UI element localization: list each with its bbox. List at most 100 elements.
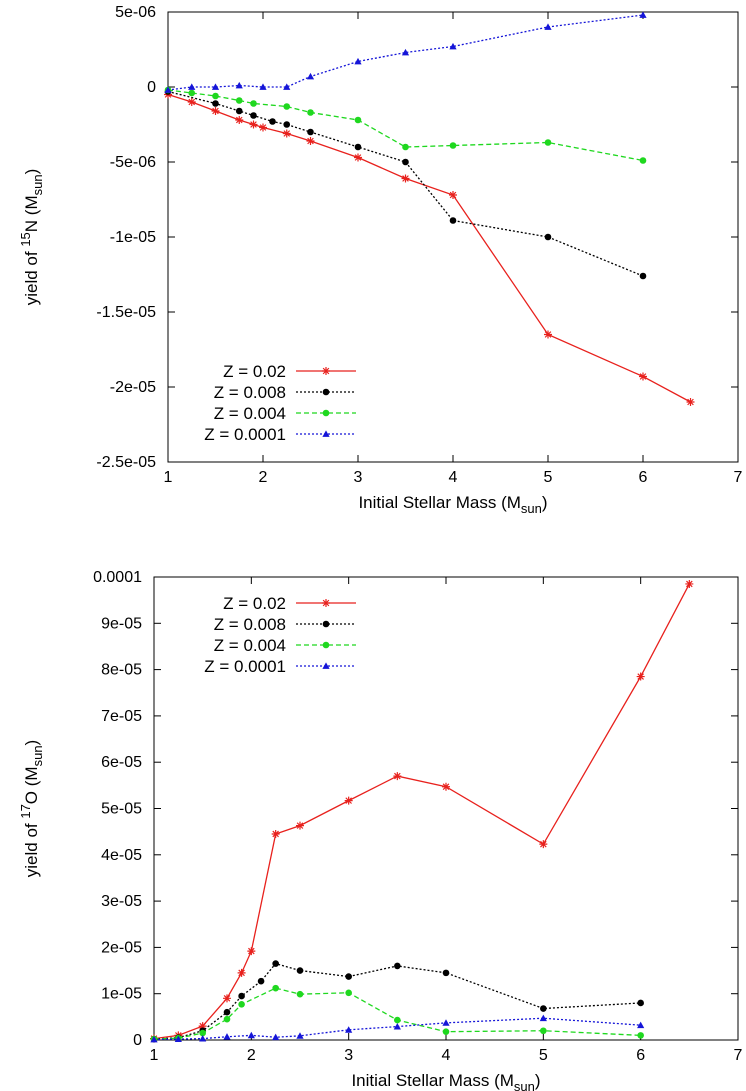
- data-point: [199, 1035, 207, 1042]
- x-tick-label: 4: [449, 469, 458, 486]
- data-point: [296, 967, 304, 974]
- y-tick-label: 8e-05: [101, 662, 142, 679]
- y-tick-label: 0.0001: [93, 569, 142, 586]
- series-1: [150, 579, 694, 1043]
- data-point: [282, 129, 291, 138]
- series-4: [150, 1014, 645, 1043]
- data-point: [449, 217, 457, 224]
- data-point: [235, 81, 243, 89]
- data-point: [393, 772, 402, 781]
- y-tick-label: 9e-05: [101, 615, 142, 632]
- data-point: [345, 989, 352, 997]
- legend-marker: [322, 367, 330, 375]
- legend-marker: [322, 599, 330, 607]
- data-point: [223, 1033, 231, 1040]
- legend-label: Z = 0.004: [214, 404, 286, 423]
- series-line: [153, 1017, 641, 1041]
- legend-label: Z = 0.02: [223, 594, 286, 613]
- x-tick-label: 1: [164, 469, 173, 486]
- data-point: [247, 947, 256, 956]
- data-point: [259, 83, 267, 90]
- data-point: [540, 1027, 547, 1035]
- data-point: [637, 999, 644, 1007]
- data-point: [401, 174, 410, 183]
- legend-marker: [322, 430, 330, 437]
- data-point: [354, 116, 362, 124]
- series-3: [164, 86, 647, 164]
- data-point: [250, 100, 257, 107]
- series-line: [167, 14, 644, 91]
- data-point: [639, 272, 647, 280]
- legend-label: Z = 0.0001: [204, 425, 286, 444]
- series-line: [167, 89, 644, 162]
- legend-label: Z = 0.02: [223, 362, 286, 381]
- x-axis-label: Initial Stellar Mass (Msun): [351, 1071, 540, 1091]
- data-point: [235, 97, 243, 104]
- data-point: [402, 143, 409, 151]
- data-point: [283, 121, 291, 128]
- data-point: [211, 107, 220, 115]
- data-point: [686, 398, 695, 406]
- legend-marker: [322, 388, 330, 396]
- data-point: [544, 330, 552, 339]
- x-tick-label: 5: [539, 1047, 548, 1064]
- y-tick-label: 2e-05: [101, 939, 142, 956]
- legend-label: Z = 0.008: [214, 615, 286, 634]
- y-tick-label: -2.5e-05: [96, 454, 156, 471]
- data-point: [212, 100, 219, 107]
- chart-panel-1: 1 2 3 4 5 6 7 5e-06 0 -5e-06 -1e-05 -1.5e-05 -2e-05 -…: [18, 4, 743, 516]
- data-point: [174, 1035, 182, 1042]
- y-axis-label: yield of 17O (Msun): [18, 740, 45, 877]
- data-point: [259, 123, 267, 132]
- x-tick-label: 5: [544, 469, 553, 486]
- chart-panel-2: 1 2 3 4 5 6 7 0.0001 9e-05 8e-05 7e-05 6e-05 5e-05 4e…: [18, 569, 743, 1091]
- data-point: [188, 83, 196, 90]
- data-point: [306, 72, 315, 80]
- data-point: [272, 960, 279, 967]
- data-point: [637, 1032, 644, 1039]
- data-point: [401, 48, 410, 56]
- data-point: [639, 11, 647, 18]
- data-point: [237, 968, 246, 977]
- y-tick-label: -1e-05: [110, 229, 156, 246]
- data-point: [150, 1035, 158, 1043]
- series-1: [164, 90, 695, 406]
- data-point: [345, 1026, 353, 1033]
- series-line: [153, 987, 641, 1040]
- data-point: [223, 1008, 231, 1016]
- data-point: [354, 57, 362, 65]
- data-point: [238, 1001, 245, 1008]
- x-tick-label: 1: [150, 1047, 159, 1064]
- data-point: [544, 233, 552, 241]
- legend-label: Z = 0.008: [214, 383, 286, 402]
- data-point: [238, 992, 245, 1000]
- data-point: [544, 23, 552, 30]
- series-4: [164, 11, 647, 93]
- data-point: [283, 103, 291, 110]
- legend-marker: [322, 641, 330, 649]
- data-point: [449, 191, 457, 199]
- x-tick-label: 4: [442, 1047, 451, 1064]
- data-point: [223, 1015, 231, 1023]
- x-tick-label: 7: [734, 469, 743, 486]
- legend-label: Z = 0.0001: [204, 657, 286, 676]
- x-tick-label: 7: [734, 1047, 743, 1064]
- data-point: [307, 109, 314, 116]
- y-tick-label: 0: [133, 1032, 142, 1049]
- data-point: [442, 1019, 450, 1026]
- y-tick-label: -5e-06: [110, 154, 156, 171]
- data-point: [164, 86, 172, 93]
- y-tick-label: 6e-05: [101, 754, 142, 771]
- data-point: [306, 137, 315, 145]
- data-point: [544, 139, 552, 146]
- data-point: [271, 829, 280, 838]
- data-point: [235, 107, 243, 115]
- data-point: [211, 83, 220, 90]
- legend-label: Z = 0.004: [214, 636, 286, 655]
- data-point: [223, 994, 231, 1003]
- data-point: [344, 796, 353, 805]
- series-line: [167, 90, 644, 277]
- data-point: [283, 83, 291, 90]
